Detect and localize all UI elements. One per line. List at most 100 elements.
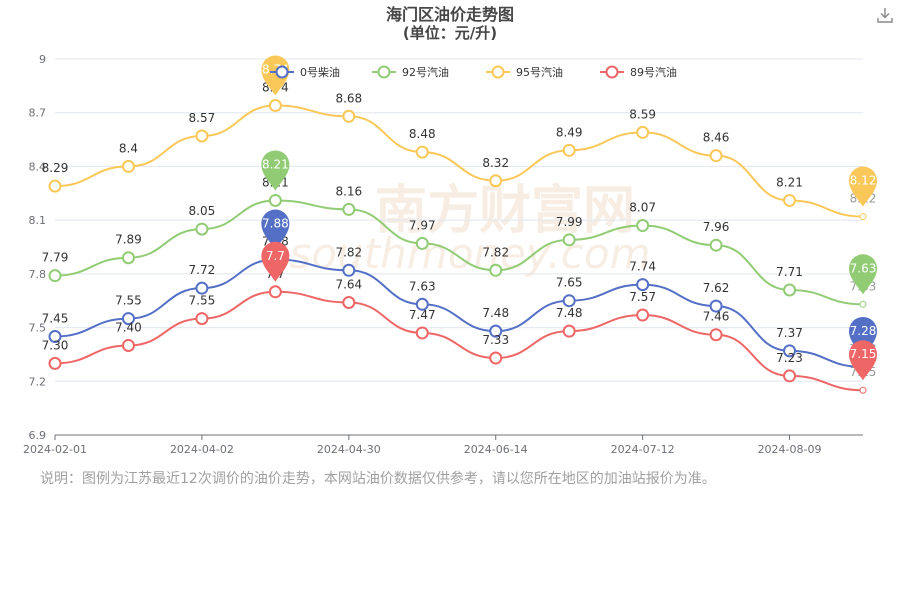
data-point xyxy=(562,294,576,308)
data-point xyxy=(636,219,650,233)
footnote: 说明：图例为江苏最近12次调价的油价走势，本网站油价数据仅供参考，请以您所在地区… xyxy=(40,471,716,487)
data-point xyxy=(121,338,135,352)
data-label: 7.48 xyxy=(482,306,509,320)
y-tick-label: 7.8 xyxy=(29,268,47,281)
data-point xyxy=(121,251,135,265)
legend-label: 95号汽油 xyxy=(516,65,563,79)
data-label: 7.45 xyxy=(42,312,69,326)
pin-shape xyxy=(261,241,290,282)
data-label: 7.74 xyxy=(629,260,656,274)
data-point xyxy=(709,328,723,342)
data-point xyxy=(783,283,797,297)
pin-marker: 7.7 xyxy=(261,241,290,282)
pin-label: 7.15 xyxy=(850,347,877,361)
data-label: 7.47 xyxy=(409,308,436,322)
data-point xyxy=(342,202,356,216)
data-label: 7.33 xyxy=(482,333,509,347)
data-point xyxy=(48,356,62,370)
data-point xyxy=(859,300,867,308)
pin-label: 7.63 xyxy=(850,261,877,275)
pin-marker: 7.15 xyxy=(849,340,877,381)
data-point xyxy=(636,308,650,322)
data-label: 7.71 xyxy=(776,265,803,279)
legend-item-3[interactable]: 89号汽油 xyxy=(600,65,677,79)
data-label: 8.46 xyxy=(703,131,730,145)
data-point xyxy=(195,312,209,326)
data-point xyxy=(562,233,576,247)
data-point xyxy=(415,326,429,340)
x-tick-label: 2024-04-02 xyxy=(170,443,234,456)
data-point xyxy=(48,179,62,193)
data-point xyxy=(636,125,650,139)
data-point xyxy=(562,324,576,338)
data-point xyxy=(195,222,209,236)
pin-label: 8.21 xyxy=(262,157,289,171)
series-line-1 xyxy=(54,199,864,306)
pin-shape xyxy=(849,166,877,207)
legend-item-1[interactable]: 92号汽油 xyxy=(372,65,449,79)
data-point xyxy=(636,278,650,292)
data-label: 7.57 xyxy=(629,290,656,304)
data-label: 8.32 xyxy=(482,156,509,170)
legend-item-0[interactable]: 0号柴油 xyxy=(270,65,340,79)
data-label: 8.68 xyxy=(335,91,362,105)
legend-label: 89号汽油 xyxy=(630,65,677,79)
data-label: 8.59 xyxy=(629,107,656,121)
pin-shape xyxy=(849,340,877,381)
legend-label: 92号汽油 xyxy=(402,65,449,79)
data-point xyxy=(121,312,135,326)
series-line-3 xyxy=(54,290,864,392)
x-tick-label: 2024-02-01 xyxy=(23,443,87,456)
data-label: 7.82 xyxy=(482,245,509,259)
data-point xyxy=(268,193,282,207)
data-point xyxy=(783,344,797,358)
legend-symbol xyxy=(377,65,391,79)
legend-label: 0号柴油 xyxy=(300,65,340,79)
data-label: 8.29 xyxy=(42,161,69,175)
data-point xyxy=(783,193,797,207)
data-label: 7.64 xyxy=(335,278,362,292)
y-tick-label: 7.5 xyxy=(29,322,47,335)
data-point xyxy=(195,129,209,143)
x-tick-label: 2024-07-12 xyxy=(611,443,675,456)
y-tick-label: 8.7 xyxy=(29,107,47,120)
legend-item-2[interactable]: 95号汽油 xyxy=(486,65,563,79)
data-point xyxy=(48,269,62,283)
download-icon[interactable] xyxy=(876,6,894,24)
data-label: 7.48 xyxy=(556,306,583,320)
data-label: 7.63 xyxy=(409,279,436,293)
data-point xyxy=(489,263,503,277)
data-point xyxy=(415,236,429,250)
data-label: 8.49 xyxy=(556,125,583,139)
y-tick-label: 9 xyxy=(39,53,46,66)
data-point xyxy=(342,296,356,310)
data-label: 7.40 xyxy=(115,320,142,334)
data-label: 7.23 xyxy=(776,351,803,365)
data-label: 7.65 xyxy=(556,276,583,290)
data-label: 7.55 xyxy=(115,294,142,308)
legend-symbol xyxy=(605,65,619,79)
data-point xyxy=(859,213,867,221)
data-point xyxy=(195,281,209,295)
data-point xyxy=(415,145,429,159)
legend-symbol xyxy=(491,65,505,79)
y-tick-label: 8.1 xyxy=(29,214,47,227)
data-label: 7.89 xyxy=(115,233,142,247)
series-line-2 xyxy=(54,104,864,218)
data-point xyxy=(489,324,503,338)
data-label: 7.55 xyxy=(189,294,216,308)
x-tick-label: 2024-04-30 xyxy=(317,443,381,456)
data-label: 8.4 xyxy=(119,141,138,155)
data-point xyxy=(342,109,356,123)
watermark-text: 南方财富网 xyxy=(375,181,635,241)
chart-subtitle: (单位：元/升) xyxy=(403,24,497,42)
data-label: 7.96 xyxy=(703,220,730,234)
data-point xyxy=(783,369,797,383)
data-point xyxy=(562,143,576,157)
x-tick-label: 2024-08-09 xyxy=(758,443,822,456)
data-point xyxy=(121,159,135,173)
y-tick-label: 7.2 xyxy=(29,375,47,388)
data-label: 7.72 xyxy=(189,263,216,277)
x-tick-label: 2024-06-14 xyxy=(464,443,528,456)
